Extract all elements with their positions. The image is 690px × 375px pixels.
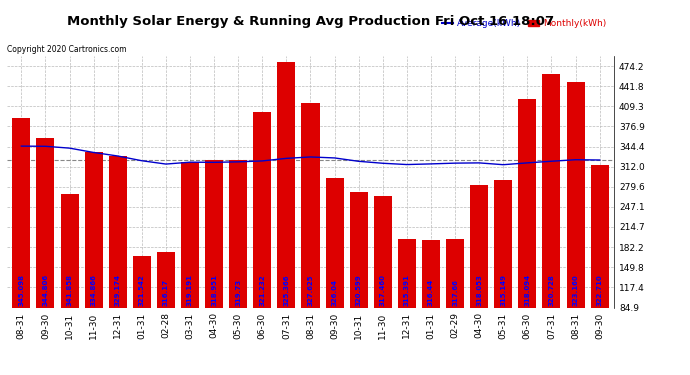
- Bar: [181, 162, 199, 360]
- Bar: [326, 178, 344, 360]
- Text: 326.04: 326.04: [332, 279, 337, 306]
- Text: 315.149: 315.149: [500, 274, 506, 306]
- Legend: Average(kWh), Monthly(kWh): Average(kWh), Monthly(kWh): [439, 15, 609, 32]
- Text: 322.710: 322.710: [597, 274, 602, 306]
- Text: 320.728: 320.728: [549, 274, 555, 306]
- Bar: [132, 256, 151, 360]
- Text: 344.806: 344.806: [43, 274, 48, 306]
- Bar: [350, 192, 368, 360]
- Text: 341.858: 341.858: [66, 274, 72, 306]
- Bar: [12, 118, 30, 360]
- Text: Copyright 2020 Cartronics.com: Copyright 2020 Cartronics.com: [7, 45, 126, 54]
- Text: 327.625: 327.625: [308, 275, 313, 306]
- Text: 320.599: 320.599: [355, 274, 362, 306]
- Text: 318.053: 318.053: [476, 274, 482, 306]
- Text: Monthly Solar Energy & Running Avg Production Fri Oct 16 18:07: Monthly Solar Energy & Running Avg Produ…: [67, 15, 554, 28]
- Text: 316.17: 316.17: [163, 279, 169, 306]
- Bar: [518, 99, 536, 360]
- Bar: [470, 184, 489, 360]
- Text: 319.73: 319.73: [235, 279, 242, 306]
- Bar: [229, 160, 247, 360]
- Bar: [109, 156, 127, 360]
- Text: 325.366: 325.366: [284, 275, 289, 306]
- Bar: [446, 238, 464, 360]
- Bar: [157, 252, 175, 360]
- Bar: [422, 240, 440, 360]
- Bar: [566, 82, 584, 360]
- Bar: [302, 103, 319, 360]
- Text: 318.951: 318.951: [211, 274, 217, 306]
- Text: 316.44: 316.44: [428, 279, 434, 306]
- Text: 345.098: 345.098: [19, 274, 24, 306]
- Bar: [542, 74, 560, 360]
- Text: 323.160: 323.160: [573, 274, 578, 306]
- Text: 329.174: 329.174: [115, 274, 121, 306]
- Bar: [61, 194, 79, 360]
- Text: 318.094: 318.094: [524, 274, 531, 306]
- Bar: [591, 165, 609, 360]
- Text: 317.66: 317.66: [452, 279, 458, 306]
- Text: 334.866: 334.866: [90, 274, 97, 306]
- Bar: [374, 196, 392, 360]
- Text: 315.391: 315.391: [404, 274, 410, 306]
- Text: 321.542: 321.542: [139, 274, 145, 306]
- Bar: [398, 239, 416, 360]
- Bar: [37, 138, 55, 360]
- Bar: [205, 160, 223, 360]
- Text: 321.232: 321.232: [259, 274, 266, 306]
- Bar: [253, 112, 271, 360]
- Bar: [494, 180, 512, 360]
- Bar: [277, 63, 295, 360]
- Text: 317.460: 317.460: [380, 274, 386, 306]
- Bar: [85, 152, 103, 360]
- Text: 319.191: 319.191: [187, 274, 193, 306]
